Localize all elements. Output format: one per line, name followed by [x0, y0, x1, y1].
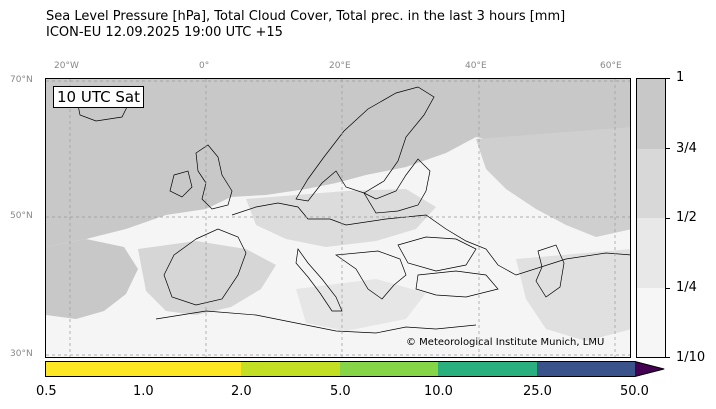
precip-tick-label-0.5: 0.5	[36, 384, 57, 399]
precip-bin-2-5	[241, 361, 340, 377]
cloud-tick-mark	[666, 78, 670, 79]
cloud-field-north	[46, 79, 630, 247]
cloud-tick-label-3q: 3/4	[676, 141, 697, 156]
cloud-field-iberia	[138, 241, 276, 315]
cloud-bin-3q-1	[637, 79, 665, 149]
credit-text: © Meteorological Institute Munich, LMU	[406, 337, 605, 348]
precip-bin-0.5-1	[45, 361, 143, 377]
precip-tick-label-10: 10.0	[424, 384, 453, 399]
precip-colorbar	[45, 361, 665, 377]
cloud-tick-mark	[666, 288, 670, 289]
cloud-field-scattered	[296, 279, 426, 331]
lon-label-0: 0°	[199, 61, 210, 71]
cloud-tick-mark	[666, 148, 670, 149]
lat-label-70n: 70°N	[10, 75, 33, 85]
lon-label-40e: 40°E	[465, 61, 487, 71]
cloud-bin-tenth-q	[637, 287, 665, 357]
coast-italy	[295, 248, 343, 312]
coast-scandinavia	[295, 86, 435, 202]
cloud-cover-colorbar	[636, 78, 666, 358]
gridlines	[46, 79, 630, 357]
precip-tick-label-1: 1.0	[133, 384, 154, 399]
coast-mainland	[231, 202, 630, 276]
cloud-field-mideast	[516, 249, 630, 341]
precip-bin-1-2	[143, 361, 241, 377]
precip-tick-label-5: 5.0	[330, 384, 351, 399]
coastlines	[77, 86, 630, 334]
cloud-tick-mark	[666, 218, 670, 219]
cloud-tick-label-tenth: 1/10	[676, 350, 706, 365]
weather-map	[45, 78, 631, 358]
coast-ireland	[169, 170, 193, 198]
precip-colorbar-outline	[45, 361, 665, 377]
cloud-tick-mark	[666, 357, 670, 358]
precip-tick-label-2: 2.0	[231, 384, 252, 399]
cloud-tick-label-half: 1/2	[676, 210, 697, 225]
lat-label-50n: 50°N	[10, 211, 33, 221]
lon-label-20e: 20°E	[329, 61, 351, 71]
cloud-bin-half-3q	[637, 148, 665, 218]
chart-title-line2: ICON-EU 12.09.2025 19:00 UTC +15	[46, 25, 283, 40]
coast-uk	[195, 144, 233, 210]
chart-title-line1: Sea Level Pressure [hPa], Total Cloud Co…	[46, 9, 566, 24]
cloud-field-west	[46, 239, 138, 319]
forecast-time-label: 10 UTC Sat	[53, 86, 144, 108]
lat-label-30n: 30°N	[10, 349, 33, 359]
coast-balkans	[335, 250, 407, 300]
cloud-tick-label-q: 1/4	[676, 280, 697, 295]
precip-extend-arrow	[635, 361, 665, 377]
lon-label-20w: 20°W	[54, 61, 79, 71]
precip-tick-label-50: 50.0	[620, 384, 649, 399]
cloud-bin-q-half	[637, 218, 665, 288]
coast-baltic	[363, 158, 431, 214]
coast-black-sea	[397, 236, 477, 272]
coast-north-africa	[155, 310, 477, 334]
coast-caspian	[535, 244, 565, 298]
precip-bin-5-10	[340, 361, 438, 377]
map-canvas	[46, 79, 630, 357]
lon-label-60e: 60°E	[600, 61, 622, 71]
precip-bin-10-25	[438, 361, 537, 377]
cloud-field-east	[476, 127, 630, 237]
coast-turkey	[415, 270, 499, 298]
coast-iberia	[163, 228, 247, 306]
precip-bin-25-50	[537, 361, 635, 377]
cloud-tick-label-1: 1	[676, 70, 685, 85]
cloud-field-central	[246, 189, 436, 247]
precip-tick-label-25: 25.0	[523, 384, 552, 399]
